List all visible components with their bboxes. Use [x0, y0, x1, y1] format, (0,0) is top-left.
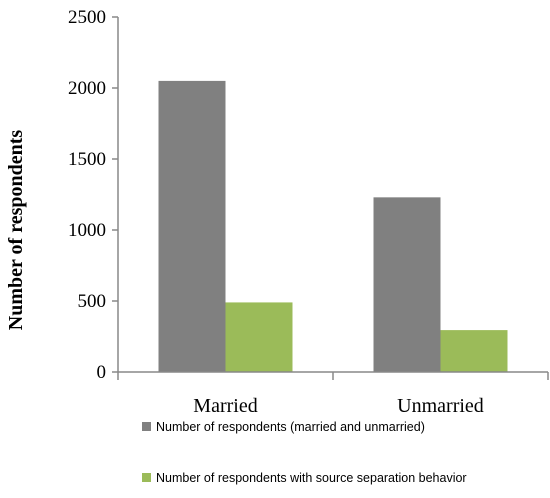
- bar-unmarried-series-2: [440, 330, 508, 372]
- y-tick-label: 0: [97, 362, 107, 383]
- y-axis-ticks: 0 500 1000 1500 2000 2500: [68, 7, 118, 383]
- bar-married-series-1: [158, 80, 226, 373]
- x-category-label: Married: [193, 395, 257, 417]
- legend-swatch: [142, 473, 151, 482]
- legend-label: Number of respondents with source separa…: [156, 471, 467, 485]
- y-tick-label: 1500: [68, 149, 106, 170]
- bars: [158, 80, 508, 373]
- legend: Number of respondents (married and unmar…: [142, 420, 467, 485]
- y-tick-label: 500: [78, 291, 107, 312]
- x-category-label: Unmarried: [397, 395, 484, 417]
- x-axis-ticks: [117, 372, 549, 380]
- y-tick-label: 2000: [68, 78, 106, 99]
- bar-unmarried-series-1: [373, 197, 441, 372]
- legend-label: Number of respondents (married and unmar…: [156, 420, 425, 434]
- category-labels: Married Unmarried: [193, 395, 484, 417]
- y-tick-label: 1000: [68, 220, 106, 241]
- y-axis-title: Number of respondents: [5, 130, 27, 331]
- legend-swatch: [142, 422, 151, 431]
- bar-married-series-2: [225, 302, 293, 372]
- y-tick-label: 2500: [68, 7, 106, 28]
